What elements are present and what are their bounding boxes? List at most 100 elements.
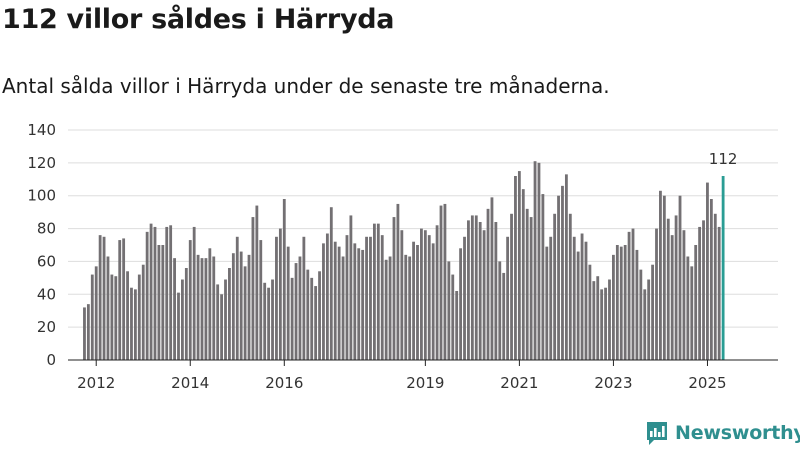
bar <box>141 264 145 360</box>
bar <box>541 194 545 360</box>
bar <box>702 220 705 360</box>
annotations: 112 <box>709 150 738 168</box>
bar <box>153 226 157 360</box>
y-tick-label: 20 <box>37 318 56 336</box>
bar <box>322 243 325 360</box>
bar <box>588 264 592 360</box>
bar <box>231 253 235 360</box>
bar <box>514 176 517 360</box>
bar <box>470 215 474 360</box>
bar <box>290 277 294 360</box>
bar <box>643 289 647 360</box>
bar <box>282 199 286 360</box>
bar <box>325 233 329 360</box>
bar <box>251 217 255 360</box>
bar <box>212 256 216 360</box>
bar <box>455 291 459 360</box>
bar <box>130 287 133 360</box>
bar <box>192 226 196 360</box>
bar <box>717 226 721 360</box>
bar <box>306 269 310 360</box>
bar <box>568 213 572 360</box>
bar <box>83 307 86 360</box>
bar <box>271 279 274 360</box>
bar <box>490 197 494 360</box>
bar <box>537 162 541 360</box>
y-tick-label: 120 <box>27 154 56 172</box>
bar <box>318 271 321 360</box>
page-title: 112 villor såldes i Härryda <box>2 4 395 35</box>
bar <box>623 245 627 360</box>
bar <box>165 226 169 360</box>
bar <box>157 245 161 360</box>
bar <box>431 243 435 360</box>
x-tick-label: 2016 <box>265 374 303 392</box>
bar <box>90 274 94 360</box>
bar <box>298 256 302 360</box>
y-tick-label: 140 <box>27 121 56 139</box>
bar <box>408 256 412 360</box>
y-axis-tick-labels: 0 20 40 60 80 100 120 140 <box>27 121 56 369</box>
bar <box>506 236 510 360</box>
y-tick-label: 80 <box>37 220 56 238</box>
bar <box>459 248 463 360</box>
bar <box>345 235 349 360</box>
bar <box>310 277 314 360</box>
bar <box>521 189 525 360</box>
bar <box>635 249 639 360</box>
bar <box>149 223 153 360</box>
bar <box>181 279 184 360</box>
bar <box>529 217 533 360</box>
bar <box>239 251 243 360</box>
bar <box>286 246 290 360</box>
bar <box>106 256 110 360</box>
bar <box>494 222 498 360</box>
bar <box>713 213 717 360</box>
bar <box>275 236 278 360</box>
bar <box>404 254 408 360</box>
bar <box>482 230 486 360</box>
bar <box>584 241 588 360</box>
bar <box>706 182 709 360</box>
bar <box>384 259 388 360</box>
bar <box>353 243 357 360</box>
bar <box>670 235 674 360</box>
bar <box>443 203 447 360</box>
x-tick-label: 2023 <box>594 374 632 392</box>
bar <box>678 195 682 360</box>
bar <box>592 281 596 360</box>
bar <box>686 256 690 360</box>
x-axis: 2012 2014 2016 2019 2021 2023 2025 <box>68 359 778 392</box>
bar <box>255 205 259 360</box>
bar <box>690 266 694 360</box>
bar <box>420 228 423 360</box>
bar <box>662 195 666 360</box>
bar <box>361 249 365 360</box>
bar <box>188 240 192 360</box>
bar <box>666 218 670 360</box>
bar <box>553 213 557 360</box>
bar <box>517 171 521 360</box>
x-tick-label: 2012 <box>77 374 115 392</box>
bars <box>83 161 725 360</box>
bar <box>173 258 176 360</box>
bar <box>396 203 400 360</box>
bar <box>451 274 455 360</box>
bar <box>561 185 564 360</box>
bar <box>372 223 376 360</box>
bar <box>200 258 204 360</box>
bar <box>698 226 702 360</box>
bar <box>314 286 318 360</box>
bar <box>400 230 404 360</box>
bar <box>627 231 631 360</box>
bar <box>510 213 513 360</box>
bar <box>576 251 580 360</box>
bar <box>259 240 263 360</box>
bar <box>467 220 470 360</box>
bar <box>439 205 443 360</box>
bar <box>243 266 247 360</box>
bar <box>302 236 306 360</box>
chart-subtitle: Antal sålda villor i Härryda under de se… <box>2 74 610 98</box>
bar <box>177 292 180 360</box>
